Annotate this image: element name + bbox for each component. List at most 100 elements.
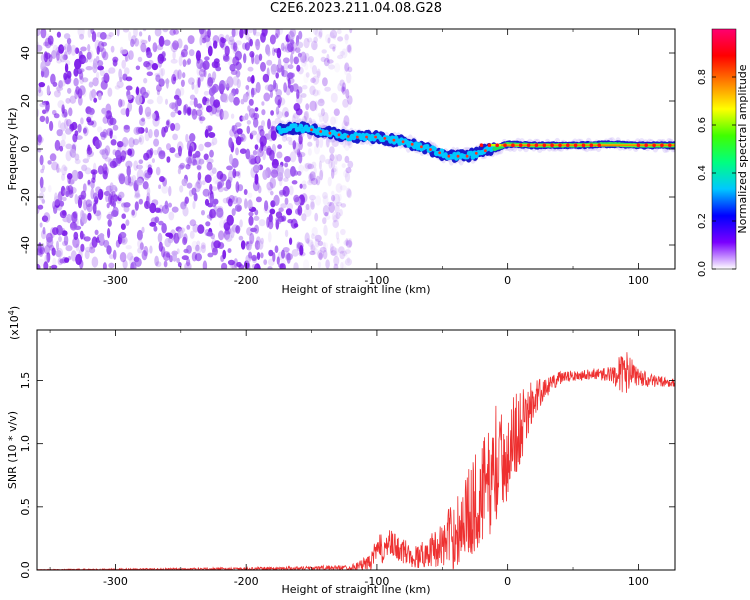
noise-blob — [231, 125, 235, 132]
signal-peak-dot — [558, 143, 562, 147]
spectrogram-xlabel: Height of straight line (km) — [281, 283, 430, 296]
noise-blob — [151, 158, 155, 164]
noise-blob — [293, 56, 300, 65]
noise-blob — [74, 158, 81, 165]
noise-blob — [80, 117, 84, 125]
noise-blob — [289, 151, 297, 163]
noise-blob — [185, 156, 193, 164]
noise-blob — [203, 90, 209, 96]
noise-blob — [283, 82, 287, 93]
noise-blob — [75, 253, 82, 266]
noise-blob — [188, 49, 195, 57]
noise-blob — [312, 43, 318, 51]
noise-blob — [284, 111, 289, 118]
noise-blob — [332, 193, 341, 205]
noise-blob — [307, 163, 315, 170]
noise-blob — [330, 116, 336, 126]
noise-blob — [193, 97, 198, 108]
noise-blob — [139, 118, 146, 126]
noise-blob — [213, 198, 219, 205]
noise-blob — [339, 185, 347, 191]
noise-blob — [336, 154, 343, 162]
noise-blob — [339, 250, 346, 260]
noise-blob — [305, 103, 310, 111]
noise-blob — [199, 62, 207, 73]
noise-blob — [331, 194, 336, 202]
noise-blob — [140, 39, 148, 45]
noise-blob — [108, 67, 116, 74]
noise-blob — [250, 87, 257, 96]
noise-blob — [104, 145, 111, 156]
noise-blob — [317, 261, 322, 269]
noise-blob — [247, 105, 251, 112]
noise-blob — [106, 245, 112, 255]
noise-blob — [125, 107, 130, 118]
noise-blob — [94, 39, 101, 51]
noise-blob — [307, 179, 313, 186]
noise-blob — [141, 250, 148, 261]
noise-blob — [67, 87, 72, 94]
noise-blob — [81, 164, 88, 172]
noise-blob — [149, 202, 157, 214]
noise-blob — [284, 156, 291, 163]
noise-blob — [240, 240, 246, 250]
noise-blob — [77, 68, 85, 73]
noise-blob — [220, 255, 225, 262]
noise-blob — [86, 154, 91, 160]
noise-blob — [136, 169, 144, 181]
noise-blob — [296, 89, 300, 100]
noise-blob — [323, 224, 328, 236]
signal-trace — [275, 117, 675, 166]
noise-blob — [245, 148, 251, 160]
noise-blob — [74, 225, 82, 230]
noise-blob — [183, 104, 187, 116]
noise-blob — [106, 213, 113, 220]
noise-blob — [51, 50, 57, 59]
noise-blob — [322, 77, 328, 87]
noise-blob — [71, 211, 78, 223]
noise-blob — [83, 127, 87, 134]
noise-blob — [311, 226, 318, 237]
noise-blob — [97, 188, 104, 201]
noise-blob — [130, 38, 135, 48]
noise-blob — [194, 253, 202, 262]
noise-blob — [173, 29, 179, 35]
noise-blob — [40, 29, 47, 39]
noise-blob — [254, 107, 259, 112]
signal-peak-dot — [429, 148, 432, 151]
noise-blob — [235, 181, 240, 193]
noise-blob — [79, 70, 84, 80]
noise-blob — [186, 224, 191, 230]
noise-blob — [235, 147, 239, 156]
noise-blob — [254, 38, 260, 47]
noise-blob — [52, 109, 57, 116]
noise-blob — [153, 138, 160, 147]
noise-blob — [278, 176, 283, 187]
noise-blob — [101, 107, 107, 114]
noise-blob — [146, 111, 152, 120]
noise-blob — [307, 239, 314, 247]
noise-blob — [168, 185, 172, 197]
noise-blob — [323, 242, 329, 250]
noise-blob — [134, 201, 139, 211]
noise-blob — [164, 237, 171, 248]
noise-blob — [146, 186, 151, 196]
noise-blob — [332, 215, 337, 223]
noise-blob — [135, 86, 140, 96]
noise-blob — [344, 34, 350, 41]
noise-blob — [239, 148, 247, 154]
noise-blob — [74, 153, 80, 161]
noise-blob — [56, 58, 62, 64]
noise-blob — [69, 186, 77, 194]
noise-blob — [314, 212, 319, 222]
noise-blob — [159, 56, 167, 62]
noise-blob — [65, 143, 73, 150]
noise-blob — [233, 42, 238, 52]
noise-blob — [103, 110, 107, 116]
noise-blob — [322, 249, 328, 260]
noise-blob — [211, 167, 217, 174]
noise-blob — [345, 238, 352, 249]
noise-blob — [116, 29, 120, 37]
noise-blob — [269, 177, 276, 189]
noise-blob — [330, 250, 338, 256]
